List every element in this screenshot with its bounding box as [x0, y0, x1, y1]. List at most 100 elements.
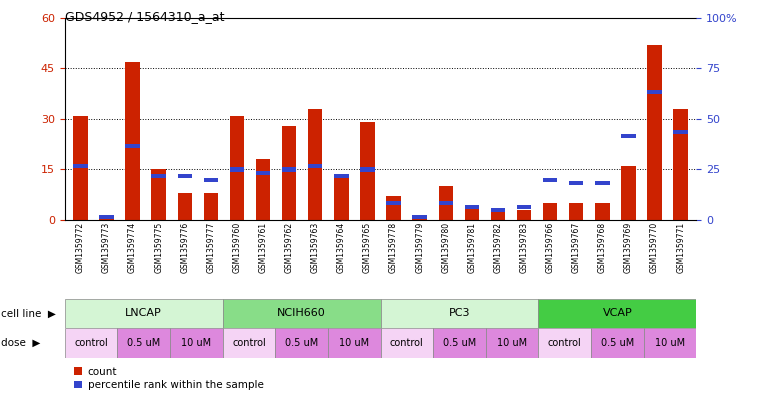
- Text: control: control: [232, 338, 266, 348]
- Bar: [539, 299, 696, 328]
- Text: 10 uM: 10 uM: [339, 338, 369, 348]
- Bar: [275, 328, 328, 358]
- Bar: [644, 328, 696, 358]
- Bar: [328, 328, 380, 358]
- Bar: [569, 203, 584, 220]
- Bar: [73, 116, 88, 220]
- Text: GSM1359776: GSM1359776: [180, 222, 189, 273]
- Text: GSM1359764: GSM1359764: [337, 222, 345, 273]
- Bar: [282, 167, 296, 171]
- Text: GSM1359777: GSM1359777: [206, 222, 215, 273]
- Bar: [360, 167, 374, 171]
- Bar: [256, 171, 270, 175]
- Text: GSM1359775: GSM1359775: [154, 222, 163, 273]
- Bar: [282, 126, 296, 220]
- Text: GSM1359774: GSM1359774: [128, 222, 137, 273]
- Text: GSM1359768: GSM1359768: [598, 222, 607, 273]
- Bar: [465, 207, 479, 220]
- Text: GSM1359771: GSM1359771: [677, 222, 685, 273]
- Bar: [438, 186, 453, 220]
- Bar: [73, 164, 88, 168]
- Bar: [170, 328, 223, 358]
- Bar: [491, 210, 505, 220]
- Text: 0.5 uM: 0.5 uM: [285, 338, 318, 348]
- Text: 0.5 uM: 0.5 uM: [127, 338, 161, 348]
- Bar: [517, 210, 531, 220]
- Text: PC3: PC3: [449, 309, 470, 318]
- Text: dose  ▶: dose ▶: [1, 338, 40, 348]
- Bar: [517, 205, 531, 209]
- Text: GSM1359783: GSM1359783: [520, 222, 529, 273]
- Text: 0.5 uM: 0.5 uM: [600, 338, 634, 348]
- Text: GSM1359767: GSM1359767: [572, 222, 581, 273]
- Bar: [308, 164, 323, 168]
- Text: GSM1359780: GSM1359780: [441, 222, 451, 273]
- Bar: [380, 299, 539, 328]
- Bar: [621, 134, 635, 138]
- Bar: [65, 299, 223, 328]
- Text: GSM1359781: GSM1359781: [467, 222, 476, 273]
- Bar: [126, 62, 140, 220]
- Bar: [256, 160, 270, 220]
- Bar: [230, 116, 244, 220]
- Text: control: control: [548, 338, 581, 348]
- Bar: [648, 90, 662, 94]
- Bar: [412, 217, 427, 220]
- Bar: [117, 328, 170, 358]
- Text: cell line  ▶: cell line ▶: [1, 309, 56, 318]
- Bar: [621, 166, 635, 220]
- Text: GSM1359763: GSM1359763: [310, 222, 320, 273]
- Bar: [438, 201, 453, 205]
- Bar: [539, 328, 591, 358]
- Text: 0.5 uM: 0.5 uM: [443, 338, 476, 348]
- Text: 10 uM: 10 uM: [181, 338, 212, 348]
- Text: GSM1359773: GSM1359773: [102, 222, 111, 273]
- Bar: [591, 328, 644, 358]
- Bar: [99, 215, 113, 219]
- Text: GSM1359770: GSM1359770: [650, 222, 659, 273]
- Bar: [126, 144, 140, 148]
- Bar: [151, 174, 166, 178]
- Bar: [412, 215, 427, 219]
- Text: NCIH660: NCIH660: [277, 309, 326, 318]
- Bar: [65, 328, 117, 358]
- Bar: [387, 201, 401, 205]
- Bar: [465, 205, 479, 209]
- Bar: [673, 130, 688, 134]
- Bar: [223, 328, 275, 358]
- Text: VCAP: VCAP: [603, 309, 632, 318]
- Bar: [334, 174, 349, 178]
- Bar: [334, 176, 349, 220]
- Text: 10 uM: 10 uM: [497, 338, 527, 348]
- Text: GSM1359782: GSM1359782: [493, 222, 502, 273]
- Text: GSM1359766: GSM1359766: [546, 222, 555, 273]
- Bar: [151, 169, 166, 220]
- Text: GSM1359779: GSM1359779: [416, 222, 424, 273]
- Text: LNCAP: LNCAP: [126, 309, 162, 318]
- Bar: [569, 181, 584, 185]
- Text: control: control: [390, 338, 424, 348]
- Text: GSM1359772: GSM1359772: [76, 222, 84, 273]
- Bar: [595, 203, 610, 220]
- Bar: [595, 181, 610, 185]
- Text: GDS4952 / 1564310_a_at: GDS4952 / 1564310_a_at: [65, 10, 224, 23]
- Bar: [360, 122, 374, 220]
- Bar: [204, 193, 218, 220]
- Bar: [230, 167, 244, 171]
- Bar: [491, 208, 505, 212]
- Text: GSM1359760: GSM1359760: [232, 222, 241, 273]
- Bar: [387, 196, 401, 220]
- Bar: [177, 174, 192, 178]
- Text: GSM1359761: GSM1359761: [259, 222, 268, 273]
- Text: GSM1359762: GSM1359762: [285, 222, 294, 273]
- Bar: [543, 178, 557, 182]
- Text: GSM1359769: GSM1359769: [624, 222, 633, 273]
- Bar: [380, 328, 433, 358]
- Legend: count, percentile rank within the sample: count, percentile rank within the sample: [70, 363, 268, 393]
- Bar: [204, 178, 218, 182]
- Text: control: control: [74, 338, 108, 348]
- Bar: [543, 203, 557, 220]
- Bar: [308, 109, 323, 220]
- Text: GSM1359765: GSM1359765: [363, 222, 372, 273]
- Bar: [177, 193, 192, 220]
